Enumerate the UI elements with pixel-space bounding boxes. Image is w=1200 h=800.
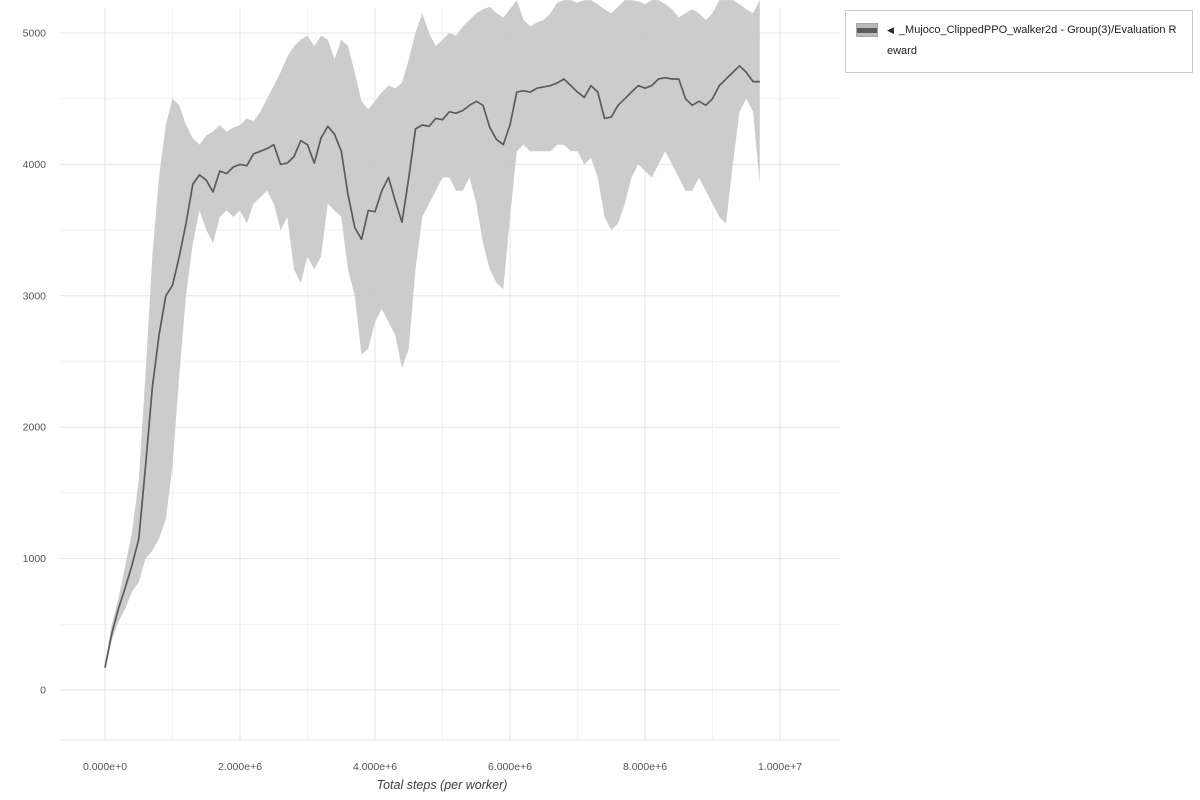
y-tick-label: 0 [40, 685, 46, 697]
series-color-swatch[interactable] [856, 23, 878, 37]
x-axis-title: Total steps (per worker) [376, 778, 508, 792]
y-tick-label: 5000 [23, 28, 47, 40]
series-label: _Mujoco_ClippedPPO_walker2d - Group(3)/E… [887, 24, 1177, 57]
x-tick-label: 8.000e+6 [623, 761, 667, 773]
series-toggle-icon[interactable]: ◀ [887, 25, 894, 35]
confidence-band [105, 0, 760, 671]
y-tick-label: 1000 [23, 553, 47, 565]
mean-reward-line [104, 64, 760, 668]
series-label-block: ◀ _Mujoco_ClippedPPO_walker2d - Group(3)/… [887, 20, 1182, 62]
x-tick-label: 6.000e+6 [488, 761, 532, 773]
x-axis-ticks: 0.000e+0 2.000e+6 4.000e+6 6.000e+6 8.000e+6… [83, 761, 802, 773]
x-tick-label: 1.000e+7 [758, 761, 802, 773]
y-tick-label: 3000 [23, 290, 47, 302]
y-tick-label: 4000 [23, 159, 47, 171]
x-tick-label: 0.000e+0 [83, 761, 127, 773]
y-axis-ticks: 0 1000 2000 3000 4000 5000 [23, 28, 47, 697]
y-tick-label: 2000 [23, 422, 47, 434]
x-tick-label: 2.000e+6 [218, 761, 262, 773]
x-tick-label: 4.000e+6 [353, 761, 397, 773]
legend[interactable]: ◀ _Mujoco_ClippedPPO_walker2d - Group(3)/… [845, 10, 1193, 73]
